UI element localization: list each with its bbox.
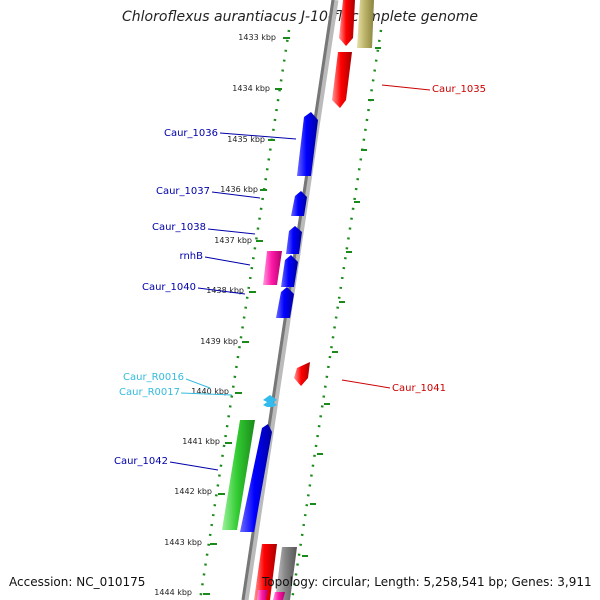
tick-group-1444: 1444 kbp (154, 588, 210, 597)
tick-group-1434: 1434 kbp (232, 84, 282, 93)
tick-label: 1436 kbp (220, 185, 258, 194)
gene-feature[interactable] (222, 420, 255, 530)
right-track-ticks (302, 47, 381, 557)
gene-feature[interactable] (240, 424, 272, 532)
gene-feature[interactable] (291, 191, 307, 216)
leader-line (185, 378, 211, 389)
tick-label: 1444 kbp (154, 588, 192, 597)
gene-feature[interactable] (286, 226, 302, 254)
tick-group-1442: 1442 kbp (174, 487, 225, 496)
tick-label: 1441 kbp (182, 437, 220, 446)
tick-label: 1442 kbp (174, 487, 212, 496)
gene-label-caur-1037[interactable]: Caur_1037 (156, 186, 210, 197)
leader-line (381, 84, 431, 91)
outer-track-left (198, 29, 291, 600)
leader-line (207, 228, 256, 235)
gene-label-caur-r0017[interactable]: Caur_R0017 (119, 387, 180, 398)
gene-feature[interactable] (297, 112, 318, 176)
gene-feature[interactable] (332, 52, 352, 108)
leader-line (219, 132, 297, 140)
tick-label: 1433 kbp (238, 33, 276, 42)
gene-feature[interactable] (281, 255, 298, 287)
map-title: Chloroflexus aurantiacus J-10-fl, comple… (122, 9, 478, 25)
tick-label: 1443 kbp (164, 538, 202, 547)
tick-label: 1434 kbp (232, 84, 270, 93)
leader-line (211, 191, 261, 199)
gene-label-caur-r0016[interactable]: Caur_R0016 (123, 372, 184, 383)
gene-label-caur-1035[interactable]: Caur_1035 (432, 84, 486, 95)
tick-group-1443: 1443 kbp (164, 538, 217, 547)
gene-feature[interactable] (254, 544, 277, 600)
accession-text: Accession: NC_010175 (9, 575, 146, 589)
gene-feature[interactable] (257, 590, 268, 600)
gene-feature[interactable] (275, 547, 297, 600)
tick-group-1435: 1435 kbp (227, 135, 275, 144)
gene-feature[interactable] (276, 287, 294, 318)
rrna-feature[interactable] (263, 395, 277, 402)
tick-label: 1439 kbp (200, 337, 238, 346)
tick-label: 1435 kbp (227, 135, 265, 144)
tick-group-1439: 1439 kbp (200, 337, 249, 346)
gene-feature[interactable] (273, 592, 285, 600)
gene-label-caur-1040[interactable]: Caur_1040 (142, 282, 196, 293)
outer-track-right (290, 29, 383, 600)
tick-label: 1438 kbp (206, 286, 244, 295)
gene-feature[interactable] (263, 251, 282, 285)
leader-line (180, 392, 233, 396)
gene-feature[interactable] (294, 362, 310, 386)
leader-line (169, 461, 219, 471)
leader-line (197, 287, 246, 295)
gene-label-rnhb[interactable]: rnhB (180, 251, 204, 262)
topology-text: Topology: circular; Length: 5,258,541 bp… (262, 575, 592, 589)
gene-feature[interactable] (339, 0, 355, 46)
tick-label: 1437 kbp (214, 236, 252, 245)
tick-group-1441: 1441 kbp (182, 437, 232, 446)
tick-group-1436: 1436 kbp (220, 185, 267, 194)
gene-label-caur-1036[interactable]: Caur_1036 (164, 128, 218, 139)
tick-group-1437: 1437 kbp (214, 236, 263, 245)
leader-line (204, 256, 251, 266)
rrna-feature[interactable] (263, 400, 277, 407)
gene-feature[interactable] (357, 0, 374, 48)
tick-group-1433: 1433 kbp (238, 33, 290, 42)
gene-label-caur-1042[interactable]: Caur_1042 (114, 456, 168, 467)
tick-label: 1440 kbp (191, 387, 229, 396)
tick-group-1438: 1438 kbp (206, 286, 256, 295)
gene-label-caur-1038[interactable]: Caur_1038 (152, 222, 206, 233)
tick-group-1440: 1440 kbp (191, 387, 242, 396)
leader-line (341, 379, 391, 389)
gene-label-caur-1041[interactable]: Caur_1041 (392, 383, 446, 394)
